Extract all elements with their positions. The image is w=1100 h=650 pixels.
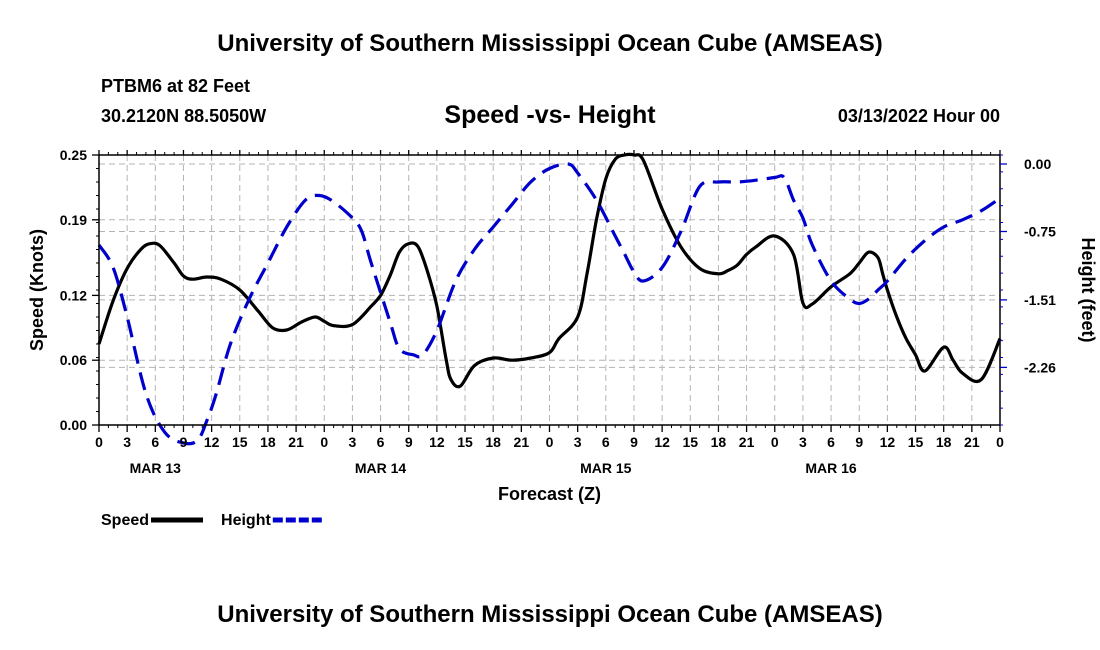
x-tick-label: 12 [204, 434, 220, 450]
x-tick-label: 0 [771, 434, 779, 450]
y-right-tick-label: -2.26 [1024, 359, 1056, 375]
x-tick-label: 6 [151, 434, 159, 450]
x-tick-label: 18 [485, 434, 501, 450]
x-tick-label: 12 [880, 434, 896, 450]
x-tick-label: 0 [546, 434, 554, 450]
x-axis-title: Forecast (Z) [498, 484, 601, 504]
y-left-tick-label: 0.06 [60, 352, 87, 368]
y-right-tick-label: -1.51 [1024, 292, 1056, 308]
x-tick-label: 0 [320, 434, 328, 450]
x-tick-label: 18 [711, 434, 727, 450]
x-tick-label: 12 [654, 434, 670, 450]
x-tick-label: 15 [682, 434, 698, 450]
series-layer [97, 152, 1002, 446]
x-tick-label: 0 [95, 434, 103, 450]
x-tick-label: 12 [429, 434, 445, 450]
series-height-line [97, 162, 1001, 446]
x-tick-label: 21 [739, 434, 755, 450]
forecast-datetime: 03/13/2022 Hour 00 [837, 106, 1000, 126]
grid [99, 155, 1000, 425]
y-left-tick-label: 0.00 [60, 417, 87, 433]
legend-label-height: Height [221, 512, 271, 529]
x-tick-label: 3 [123, 434, 131, 450]
y-left-tick-label: 0.12 [60, 287, 87, 303]
station-label: PTBM6 at 82 Feet [101, 76, 251, 96]
date-label: MAR 16 [805, 460, 857, 476]
coordinates-label: 30.2120N 88.5050W [101, 106, 267, 126]
x-tick-label: 18 [260, 434, 276, 450]
x-tick-label: 15 [232, 434, 248, 450]
series-speed-line [97, 152, 1002, 389]
chart-title: Speed -vs- Height [444, 101, 656, 129]
y-left-tick-label: 0.25 [60, 147, 87, 163]
x-tick-label: 9 [405, 434, 413, 450]
x-tick-label: 3 [799, 434, 807, 450]
x-tick-label: 18 [936, 434, 952, 450]
x-tick-label: 15 [908, 434, 924, 450]
legend: Speed Height [101, 512, 325, 529]
x-tick-label: 3 [574, 434, 582, 450]
y-left-axis-title: Speed (Knots) [27, 229, 47, 351]
x-tick-label: 3 [349, 434, 357, 450]
x-tick-label: 9 [180, 434, 188, 450]
x-tick-label: 9 [855, 434, 863, 450]
legend-label-speed: Speed [101, 512, 149, 529]
date-label: MAR 15 [580, 460, 632, 476]
date-label: MAR 13 [130, 460, 182, 476]
x-tick-label: 15 [457, 434, 473, 450]
y-left-tick-label: 0.19 [60, 212, 87, 228]
x-tick-label: 21 [514, 434, 530, 450]
x-tick-label: 6 [377, 434, 385, 450]
x-tick-label: 9 [630, 434, 638, 450]
y-right-tick-label: -0.75 [1024, 224, 1056, 240]
y-right-tick-label: 0.00 [1024, 156, 1051, 172]
y-right-axis-title: Height (feet) [1078, 238, 1098, 343]
page-title: University of Southern Mississippi Ocean… [217, 30, 883, 57]
page-title-bottom: University of Southern Mississippi Ocean… [217, 601, 883, 628]
x-tick-label: 6 [827, 434, 835, 450]
x-tick-label: 21 [964, 434, 980, 450]
x-tick-label: 6 [602, 434, 610, 450]
x-tick-label: 0 [996, 434, 1004, 450]
date-label: MAR 14 [355, 460, 407, 476]
axes: 0 3 6 9 12 15 18 21 0 3 6 9 12 15 18 21 0 3 6 9 12 15 18 21 0 3 6 9… [27, 147, 1098, 504]
x-tick-label: 21 [288, 434, 304, 450]
